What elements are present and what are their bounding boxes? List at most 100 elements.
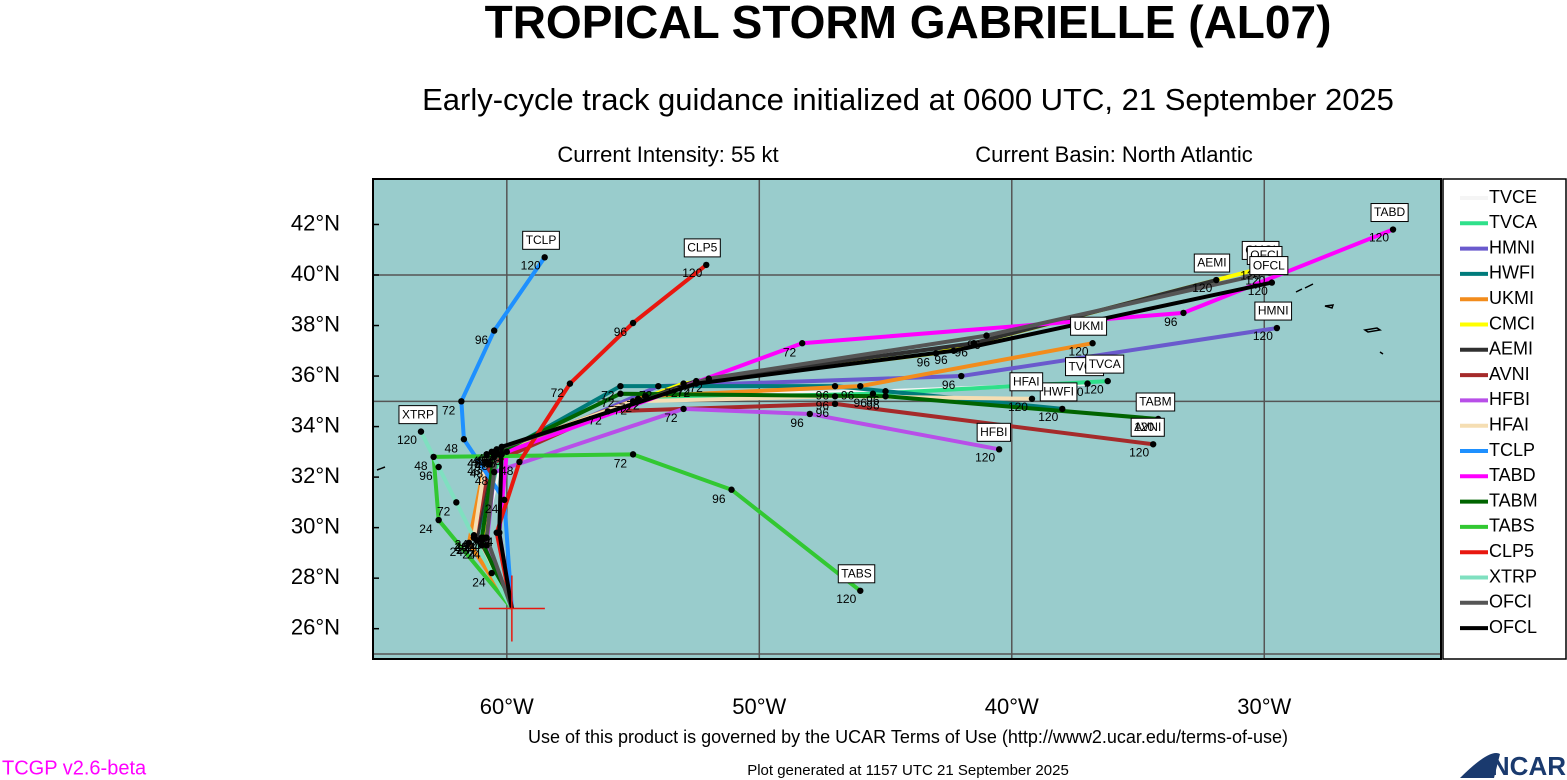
hour-label: 24: [419, 522, 433, 536]
track-point: [417, 428, 425, 435]
track-point: [831, 400, 839, 408]
track-point: [995, 446, 1003, 453]
track-point: [453, 499, 460, 506]
hour-label: 120: [1008, 400, 1028, 414]
track-name: TABS: [841, 566, 871, 580]
track-end-label: TABD: [1370, 203, 1409, 223]
hour-label: 24: [455, 537, 469, 551]
track-point: [483, 451, 490, 458]
label-box: [398, 405, 438, 425]
track-point: [566, 380, 574, 387]
track-point: [483, 534, 490, 541]
hour-label: 72: [783, 345, 797, 359]
legend-label: OFCL: [1489, 617, 1537, 637]
track-labels: 24487296120TVCE24487296120TVCA2448729612…: [397, 203, 1409, 642]
footer: Use of this product is governed by the U…: [528, 727, 1288, 747]
x-tick-label: 30°W: [1237, 694, 1291, 719]
hour-label: 120: [1038, 410, 1058, 424]
hour-label: 48: [414, 459, 428, 473]
track-point: [496, 529, 503, 536]
hour-label: 120: [1134, 420, 1154, 434]
hour-label: 120: [397, 433, 417, 447]
x-tick-label: 60°W: [480, 694, 534, 719]
track-point: [483, 542, 490, 549]
track-name: TVCA: [1089, 357, 1121, 371]
hour-label: 24: [480, 535, 494, 549]
track-point: [501, 496, 508, 504]
hour-label: 48: [500, 464, 514, 478]
label-box: [683, 238, 721, 258]
track-name: TABM: [1139, 395, 1171, 409]
track-point: [831, 382, 839, 390]
label-box: [1085, 354, 1125, 374]
hour-label: 96: [816, 406, 830, 420]
y-tick-label: 38°N: [291, 311, 340, 336]
hour-label: 48: [455, 540, 469, 554]
y-tick-label: 42°N: [291, 210, 340, 235]
track-point: [458, 398, 465, 405]
y-tick-label: 34°N: [291, 412, 340, 437]
hour-label: 24: [462, 542, 476, 556]
track-point: [498, 443, 505, 450]
hour-label: 24: [467, 547, 481, 561]
track-point: [488, 569, 495, 577]
hour-label: 24: [465, 540, 479, 554]
hour-label: 24: [462, 547, 476, 561]
hour-label: 72: [601, 396, 615, 410]
hour-label: 120: [1129, 445, 1149, 459]
hour-label: 96: [614, 325, 628, 339]
track-end-label: AEMI: [1193, 253, 1231, 273]
hour-label: 96: [866, 398, 880, 412]
track-end-label: XTRP: [398, 405, 438, 425]
track-point: [806, 410, 813, 418]
track-point: [490, 468, 498, 476]
label-box: [1135, 392, 1176, 412]
hour-label: 24: [455, 540, 469, 554]
track-end-label: HWFI: [1039, 382, 1078, 402]
track-point: [857, 382, 864, 390]
hour-label: 48: [475, 457, 489, 471]
hour-label: 96: [934, 353, 948, 367]
track-point: [692, 380, 700, 387]
track-point: [629, 451, 637, 458]
track-name: UKMI: [1074, 319, 1104, 333]
hour-label: 72: [588, 414, 602, 428]
track-point: [604, 408, 612, 415]
track-point: [869, 390, 877, 397]
hour-label: 24: [480, 535, 494, 549]
track-name: TCLP: [526, 233, 557, 247]
hour-label: 48: [467, 464, 481, 478]
hour-label: 48: [475, 474, 489, 488]
y-tick-label: 28°N: [291, 564, 340, 589]
hour-label: 48: [472, 454, 486, 468]
track-name: HMNI: [1258, 304, 1289, 318]
hour-label: 72: [639, 388, 653, 402]
track-line: [419, 430, 514, 610]
hour-label: 72: [442, 403, 456, 417]
track-point: [1059, 405, 1066, 413]
track-point: [680, 380, 687, 387]
track-point: [983, 332, 990, 339]
track-point: [490, 327, 498, 334]
legend-label: TVCA: [1489, 212, 1537, 232]
track-point: [503, 448, 511, 456]
legend-label: HFBI: [1489, 389, 1530, 409]
y-tick-label: 40°N: [291, 261, 340, 286]
hour-label: 120: [1069, 344, 1089, 358]
generated-note: Plot generated at 1157 UTC 21 September …: [747, 762, 1069, 779]
track-point: [799, 340, 806, 347]
track-line: [484, 406, 1000, 610]
legend-entries: TVCE TVCA HMNI HWFI UKMI CMCI AEMI AVNI HFBI HFAI…: [1460, 187, 1538, 637]
hour-label: 96: [1164, 315, 1178, 329]
hour-label: 96: [816, 398, 830, 412]
legend-label: CMCI: [1489, 313, 1535, 333]
y-tick-label: 36°N: [291, 362, 340, 387]
legend-label: TABS: [1489, 516, 1535, 536]
track-end-label: HFAI: [1009, 372, 1044, 392]
track-name: TABD: [1374, 205, 1405, 219]
legend-label: HWFI: [1489, 263, 1535, 283]
coastline: [376, 283, 1384, 471]
chart-title: TROPICAL STORM GABRIELLE (AL07): [485, 0, 1332, 48]
legend-label: TABM: [1489, 490, 1538, 510]
legend-label: TCLP: [1489, 440, 1535, 460]
